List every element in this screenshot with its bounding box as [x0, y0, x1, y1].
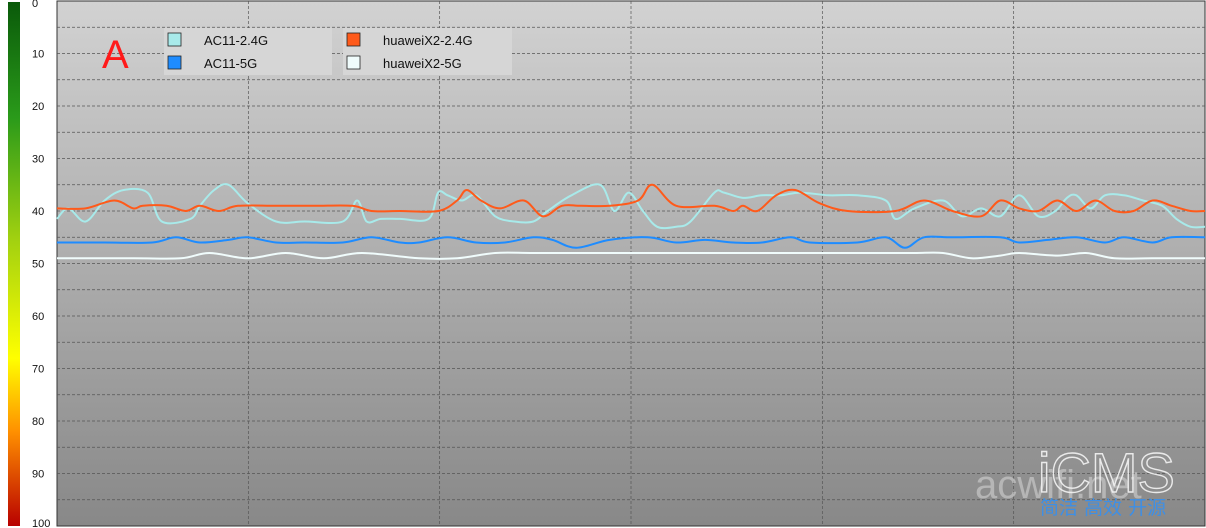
y-tick-label: 100	[32, 518, 50, 528]
legend-box-right	[343, 28, 512, 75]
watermark-tagline: 简洁 高效 开源	[1040, 497, 1166, 519]
y-tick-label: 70	[32, 364, 44, 376]
watermark: acwifi.net iCMS 简洁 高效 开源	[975, 440, 1176, 519]
signal-color-scale	[8, 2, 20, 526]
legend-label-ac11-24g: AC11-2.4G	[204, 33, 268, 48]
series-line-ac11-5g	[57, 235, 1206, 249]
watermark-logo: iCMS	[1038, 441, 1175, 504]
legend-swatch-ac11-24g	[167, 32, 182, 47]
y-tick-label: 10	[32, 49, 44, 61]
legend-swatch-huawei-5g	[346, 55, 361, 70]
series-line-ac11-2-4g	[56, 183, 1206, 230]
y-tick-label: 0	[32, 0, 38, 10]
y-tick-label: 80	[32, 416, 44, 428]
legend: AC11-2.4G AC11-5G huaweiX2-2.4G huaweiX2…	[164, 28, 512, 75]
legend-swatch-huawei-24g	[346, 32, 361, 47]
y-axis-ticks: 0 10 20 30 40 50 60 70 80 90 100	[32, 0, 50, 528]
series-lines	[56, 183, 1206, 260]
legend-label-huawei-24g: huaweiX2-2.4G	[383, 33, 473, 48]
panel-marker: A	[102, 33, 129, 77]
legend-box-left	[164, 28, 332, 75]
y-tick-label: 50	[32, 259, 44, 271]
y-tick-label: 90	[32, 469, 44, 481]
legend-label-ac11-5g: AC11-5G	[204, 56, 257, 71]
y-tick-label: 30	[32, 154, 44, 166]
series-line-huaweix2-5g	[57, 251, 1205, 260]
legend-label-huawei-5g: huaweiX2-5G	[383, 56, 462, 71]
y-tick-label: 20	[32, 101, 44, 113]
watermark-site: acwifi.net	[975, 463, 1142, 507]
series-line-huaweix2-2-4g	[56, 183, 1206, 218]
y-tick-label: 40	[32, 206, 44, 218]
y-tick-label: 60	[32, 311, 44, 323]
legend-swatch-ac11-5g	[167, 55, 182, 70]
